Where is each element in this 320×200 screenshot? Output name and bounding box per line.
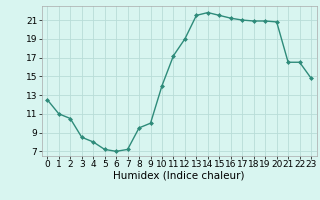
X-axis label: Humidex (Indice chaleur): Humidex (Indice chaleur): [114, 171, 245, 181]
